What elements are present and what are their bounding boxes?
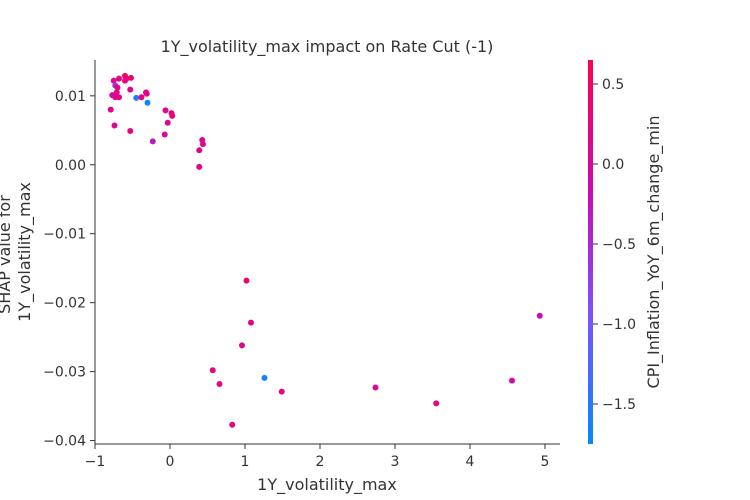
colorbar-tick-label: −0.5 — [602, 237, 636, 253]
chart-title: 1Y_volatility_max impact on Rate Cut (-1… — [161, 37, 494, 57]
y-tick-label: 0.00 — [55, 158, 86, 174]
colorbar-label: CPI_Inflation_YoY_6m_change_min — [644, 116, 664, 389]
data-point — [433, 400, 440, 407]
data-point — [196, 147, 203, 154]
data-point — [110, 77, 117, 84]
data-point — [216, 381, 223, 388]
data-point — [128, 74, 134, 81]
data-point — [248, 319, 254, 326]
data-point — [243, 277, 250, 284]
data-point — [127, 128, 134, 135]
y-tick-label: −0.03 — [43, 365, 86, 381]
x-axis-ticks: −1 0 1 2 3 4 5 — [85, 444, 550, 470]
data-point — [107, 106, 114, 113]
data-point — [196, 163, 203, 170]
x-tick-label: 2 — [316, 454, 325, 470]
y-axis-label-line-1: SHAP value for — [0, 195, 14, 314]
data-point — [127, 86, 134, 93]
data-point — [114, 84, 121, 91]
y-tick-label: −0.01 — [43, 227, 86, 243]
data-point — [509, 377, 515, 384]
x-axis-label: 1Y_volatility_max — [257, 475, 397, 495]
data-point — [162, 107, 169, 114]
data-point — [372, 384, 379, 391]
data-point — [261, 374, 268, 381]
colorbar — [588, 60, 593, 444]
y-tick-label: −0.04 — [43, 434, 86, 450]
data-point — [113, 89, 120, 96]
y-tick-label: −0.02 — [43, 296, 86, 312]
data-point — [116, 75, 122, 82]
data-point — [144, 99, 151, 106]
data-point — [164, 119, 171, 126]
data-point — [111, 122, 118, 129]
data-point — [143, 90, 150, 97]
y-axis-label: SHAP value for 1Y_volatility_max — [0, 182, 35, 322]
x-tick-label: 0 — [166, 454, 175, 470]
data-point — [229, 421, 236, 428]
data-point — [278, 388, 285, 395]
data-point — [138, 94, 145, 101]
colorbar-tick-label: −1.5 — [602, 397, 636, 413]
x-tick-label: 3 — [391, 454, 400, 470]
data-point — [161, 131, 168, 138]
y-axis-ticks: 0.01 0.00 −0.01 −0.02 −0.03 −0.04 — [43, 89, 95, 450]
data-point — [209, 367, 216, 374]
data-point — [149, 138, 156, 145]
data-point — [200, 141, 206, 148]
x-tick-label: 5 — [541, 454, 550, 470]
x-tick-label: 1 — [241, 454, 250, 470]
data-point — [122, 77, 128, 84]
data-point — [536, 312, 543, 319]
x-tick-label: 4 — [466, 454, 475, 470]
plot-area: −1 0 1 2 3 4 5 0.01 0.00 −0.01 −0.02 −0.03 −0.04 — [43, 60, 560, 470]
data-point — [133, 94, 140, 101]
data-point — [239, 342, 245, 349]
y-axis-label-line-2: 1Y_volatility_max — [15, 182, 35, 322]
scatter-points — [107, 72, 543, 428]
colorbar-ticks: 0.5 0.0 −0.5 −1.0 −1.5 — [593, 77, 636, 413]
colorbar-tick-label: 0.0 — [602, 157, 624, 173]
x-tick-label: −1 — [85, 454, 106, 470]
data-point — [116, 94, 122, 101]
y-tick-label: 0.01 — [55, 89, 86, 105]
colorbar-tick-label: 0.5 — [602, 77, 624, 93]
colorbar-tick-label: −1.0 — [602, 317, 636, 333]
data-point — [169, 112, 176, 119]
